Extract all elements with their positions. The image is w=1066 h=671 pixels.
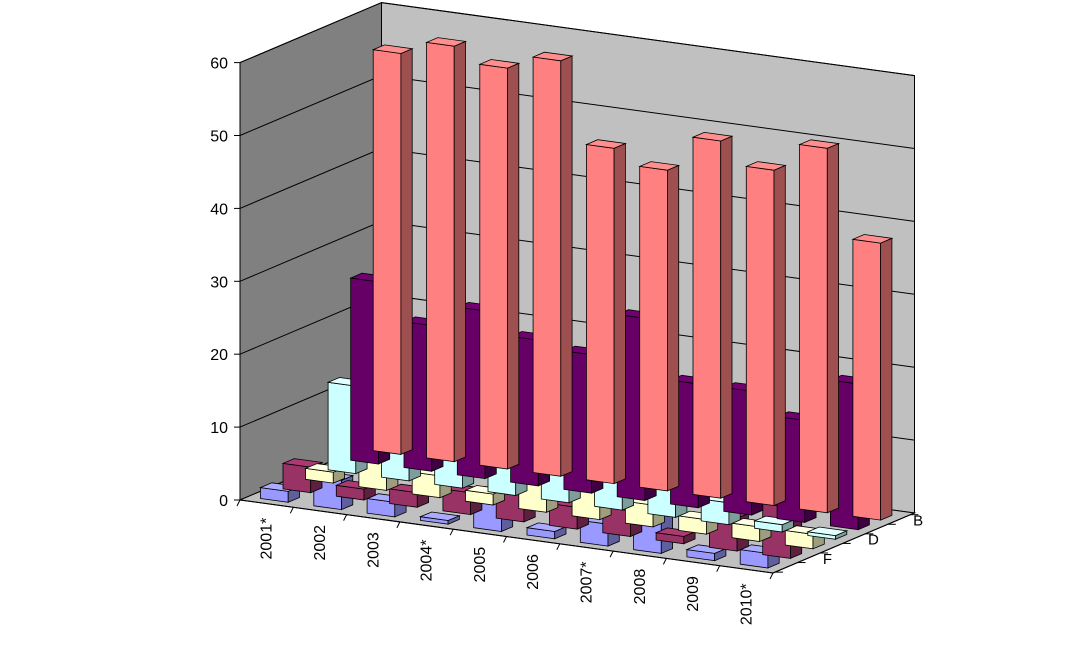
y-tick-label: 10 (210, 420, 228, 437)
y-tick-label: 60 (210, 56, 228, 73)
bar-top (425, 37, 467, 47)
y-tick-label: 20 (210, 347, 228, 364)
bar-2007*-series-1 (691, 131, 734, 499)
bar-front (745, 165, 775, 506)
bar-top (478, 59, 521, 69)
bar-side (667, 164, 680, 492)
y-tick-label: 30 (210, 274, 228, 291)
x-tick-label: 2005 (472, 547, 489, 583)
bar-top (691, 131, 734, 142)
bar-front (426, 41, 455, 463)
bar-front (852, 238, 881, 521)
x-tick-label: 2010* (738, 583, 755, 625)
depth-tick-label: F (823, 551, 832, 568)
bar-side (453, 40, 466, 463)
bar-2009-series-3 (753, 515, 795, 533)
bar-2010*-series-3 (806, 526, 849, 540)
x-tick-mark (662, 558, 667, 565)
bar-2010*-series-1 (851, 234, 894, 521)
bar-front (799, 144, 828, 514)
bar-side (507, 62, 520, 470)
bar-top (584, 139, 627, 149)
bar-side (400, 48, 413, 455)
bar-top (744, 161, 787, 171)
bar-side (560, 55, 573, 477)
x-tick-mark (716, 565, 721, 572)
bar-side (826, 143, 839, 514)
gridline (239, 2, 915, 77)
y-tick-label: 40 (210, 201, 228, 218)
bar-2009-series-6 (685, 544, 728, 562)
y-axis: 0 10 20 30 40 50 60 (210, 56, 241, 510)
x-tick-mark (503, 536, 507, 543)
bar-front (479, 63, 508, 470)
x-tick-mark (449, 528, 454, 536)
depth-axis: B D F (772, 512, 923, 574)
bar-side (613, 142, 626, 485)
bar-top (806, 526, 849, 537)
depth-tick-label: D (868, 532, 879, 549)
x-axis: 2001* 2002 2003 2004* 2005 2006 2007* 2008 2009 2… (236, 499, 774, 625)
bar-2008-series-1 (744, 161, 787, 507)
x-tick-label: 2004* (419, 540, 436, 582)
bar-2008-series-5 (654, 527, 697, 545)
x-tick-mark (343, 514, 348, 521)
bar-side (773, 164, 786, 507)
x-tick-mark (236, 499, 241, 507)
x-tick-mark (396, 521, 401, 529)
y-tick-label: 50 (210, 129, 228, 146)
bar-front (586, 144, 615, 485)
bar-front (532, 56, 562, 477)
x-tick-label: 2007* (578, 561, 595, 603)
bar-2004*-series-1 (531, 51, 574, 477)
y-tick-label: 0 (219, 493, 228, 510)
bar-2003-series-1 (478, 59, 521, 470)
x-tick-label: 2006 (525, 554, 542, 590)
bar-top (371, 44, 414, 54)
bar-2002-series-1 (425, 37, 467, 463)
bar-top (418, 511, 461, 521)
bar-2010*-series-4 (783, 525, 826, 550)
x-tick-mark (556, 543, 561, 551)
x-tick-label: 2001* (259, 518, 276, 560)
bar-2005-series-1 (584, 139, 627, 485)
bar-2004*-series-6 (418, 511, 461, 525)
x-tick-mark (289, 507, 294, 514)
bar-2006-series-1 (638, 161, 681, 492)
x-tick-label: 2003 (365, 532, 382, 568)
x-tick-label: 2008 (632, 569, 649, 605)
bar-top (638, 161, 681, 171)
x-tick-mark (609, 550, 614, 558)
bar-top (531, 51, 574, 62)
bar-2001*-series-1 (371, 44, 414, 455)
bar-2001*-series-5 (281, 458, 324, 494)
x-tick-label: 2002 (312, 525, 329, 561)
bar-front (639, 165, 668, 492)
bar-side (880, 237, 893, 521)
bar-2009-series-1 (798, 139, 841, 514)
bar-side (720, 135, 733, 499)
x-tick-mark (769, 572, 774, 580)
bar-front (692, 136, 722, 499)
bar-top (798, 139, 841, 149)
x-tick-label: 2009 (685, 576, 702, 612)
depth-tick-label: B (913, 512, 923, 529)
bar-top (281, 458, 324, 468)
bar-front (372, 49, 402, 455)
bar-top (851, 234, 894, 244)
bars (259, 37, 894, 569)
